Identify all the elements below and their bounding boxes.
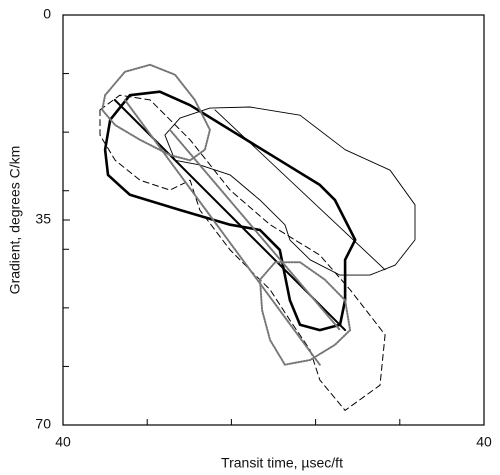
outline: [164, 106, 416, 276]
x-axis-label: Transit time, µsec/ft: [221, 455, 343, 471]
outline: [214, 109, 386, 271]
outline: [101, 63, 211, 162]
plot-frame: [62, 14, 485, 426]
y-tick-label: 35: [35, 211, 51, 227]
x-tick-label: 40: [476, 434, 492, 450]
outline: [168, 128, 341, 332]
y-axis-label: Gradient, degrees C/km: [7, 146, 23, 295]
x-tick-label: 40: [55, 434, 71, 450]
outline: [99, 94, 386, 411]
outline: [259, 261, 352, 366]
outline: [123, 98, 321, 366]
y-tick-label: 70: [35, 416, 51, 432]
y-tick-label: 0: [43, 6, 51, 22]
